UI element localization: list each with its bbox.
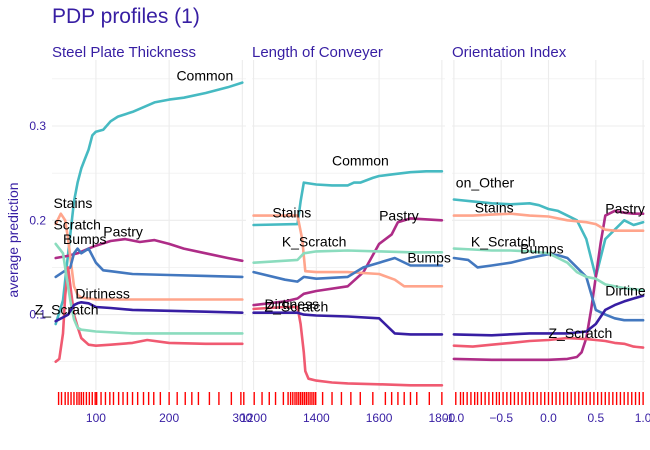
line-bumps xyxy=(452,252,645,322)
series-label: Stains xyxy=(475,200,514,216)
line-common xyxy=(252,170,444,227)
series-label: Common xyxy=(176,68,233,84)
series-label: Bumps xyxy=(407,250,451,266)
line-dirtiness xyxy=(252,311,444,336)
series-label: on_Other xyxy=(456,174,515,190)
panel-3: Orientation Index -1.0 −0.5 0.0 0.5 1.0 on_Oth… xyxy=(444,44,650,425)
line-bumps xyxy=(54,247,244,279)
line-dirtiness xyxy=(54,301,244,323)
x-tick-label: 1800 xyxy=(429,411,456,425)
panel-title: Steel Plate Thickness xyxy=(52,44,196,61)
line-stains xyxy=(252,214,444,288)
x-tick-label: 1200 xyxy=(240,411,267,425)
line-z-scratch xyxy=(252,305,444,387)
x-tick-label: 300 xyxy=(232,411,252,425)
line-pastry xyxy=(452,209,645,362)
line-stains xyxy=(452,212,645,232)
x-tick-label: 1600 xyxy=(366,411,393,425)
series-label: Bumps xyxy=(63,231,107,247)
line-common xyxy=(54,81,244,326)
y-tick-label: 0.2 xyxy=(29,213,46,227)
series-label: Dirtine xyxy=(605,283,646,299)
x-tick-label: 1.0 xyxy=(635,411,650,425)
series-label: Common xyxy=(332,153,389,169)
y-tick-label: 0.1 xyxy=(29,308,46,322)
series-label: Z_Scratch xyxy=(549,325,613,341)
page-title: PDP profiles (1) xyxy=(52,5,200,28)
line-k-scratch xyxy=(252,249,444,264)
x-tick-label: -1.0 xyxy=(444,411,465,425)
series-label: Z_Scratch xyxy=(35,302,99,318)
x-tick-label: 0.0 xyxy=(540,411,557,425)
x-tick-label: 0.5 xyxy=(587,411,604,425)
x-tick-label: 200 xyxy=(159,411,179,425)
panel-1: Steel Plate Thickness 0.1 0.2 0.3 100 200 300 C… xyxy=(29,44,252,425)
panel-title: Orientation Index xyxy=(452,44,567,61)
line-other-faults xyxy=(452,198,645,279)
series-label: Bumps xyxy=(520,240,564,256)
line-pastry xyxy=(252,217,444,307)
series-label: Pastry xyxy=(379,207,419,223)
line-z-scratch xyxy=(452,336,645,349)
line-k-scratch xyxy=(452,247,645,292)
series-label: K_Scratch xyxy=(471,234,536,250)
series-label: Stains xyxy=(53,195,92,211)
line-dirtiness xyxy=(452,294,645,337)
series-label: Dirtiness xyxy=(265,296,319,312)
x-tick-label: 1400 xyxy=(303,411,330,425)
series-label: Z_Scratch xyxy=(265,299,329,315)
series-label: K_Scratch xyxy=(282,234,347,250)
line-k-scratch xyxy=(54,242,244,335)
line-z-scratch xyxy=(54,266,244,363)
line-bumps xyxy=(252,256,444,283)
x-tick-label: −0.5 xyxy=(489,411,513,425)
y-axis-label: average prediction xyxy=(5,182,21,297)
panel-2: Length of Conveyer 1200 1400 1600 1800 Common… xyxy=(240,44,455,425)
panel-title: Length of Conveyer xyxy=(252,44,383,61)
line-stains xyxy=(54,212,244,301)
series-label: Pastry xyxy=(605,201,645,217)
series-label: Pastry xyxy=(103,223,143,239)
series-label: Dirtiness xyxy=(75,286,129,302)
series-label: Stains xyxy=(272,204,311,220)
x-tick-label: 100 xyxy=(86,411,106,425)
y-tick-label: 0.3 xyxy=(29,119,46,133)
series-label: Scratch xyxy=(53,217,100,233)
